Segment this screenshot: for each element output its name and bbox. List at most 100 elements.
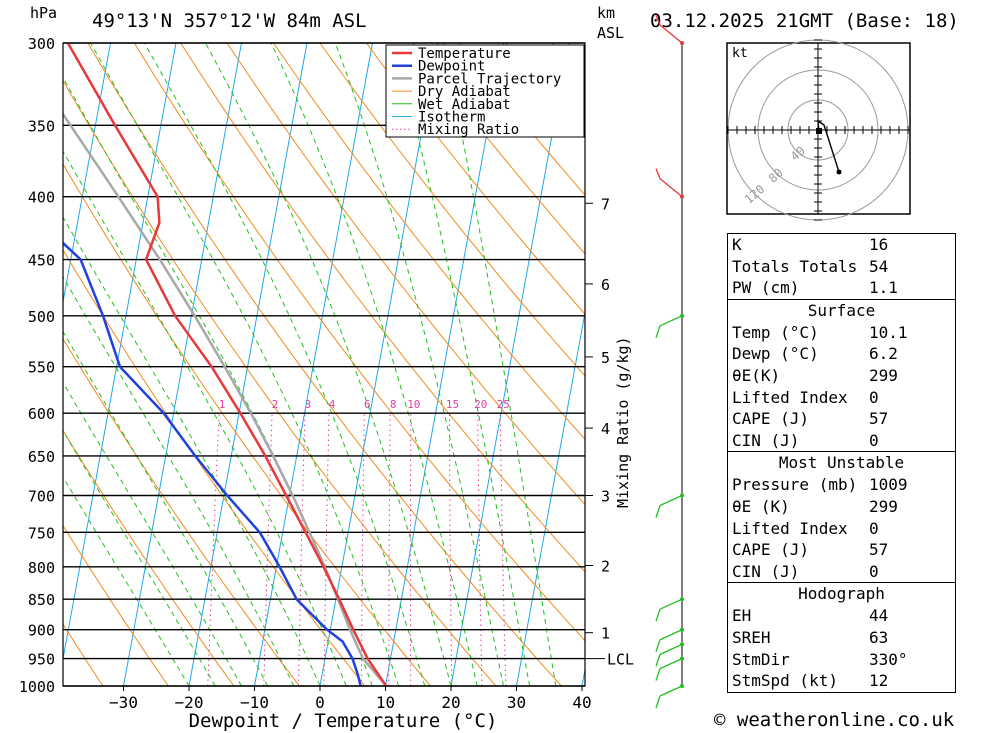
temperature-tick-label: −30 [109,693,138,712]
pressure-tick-label: 350 [28,117,55,135]
temperature-tick-label: 10 [376,693,395,712]
wet-adiabat-line [270,43,478,686]
wind-barb-shaft [659,494,683,507]
hodograph-trace [817,119,840,173]
wet-adiabat-line [63,381,242,686]
index-value: 1.1 [869,278,898,298]
pressure-tick-label: 300 [28,35,55,53]
height-unit-asl: ASL [597,24,625,42]
wind-barb-flag [655,608,661,622]
legend-entry: Temperature [418,46,511,62]
mixing-ratio-label: 1 [219,398,226,411]
wet-adiabat-line [443,43,557,686]
surface-title: Surface [807,300,876,320]
index-value: 0 [869,430,879,450]
mixing-ratio-label: 20 [474,398,487,411]
index-label: StmSpd (kt) [732,671,838,691]
index-row: SREH 63 [728,627,955,649]
index-label: Dewp (°C) [732,344,819,364]
dry-adiabat-line [319,43,585,377]
index-label: StmDir [732,649,790,669]
dry-adiabat-line [226,43,585,506]
index-row: Lifted Index 0 [728,387,955,409]
index-label: EH [732,606,752,626]
pressure-tick-label: 800 [28,559,55,577]
pressure-tick-label: 750 [28,524,55,542]
index-label: θE (K) [732,496,790,516]
dry-adiabat-line [365,43,585,315]
index-label: Lifted Index [732,387,848,407]
hodograph-title: Hodograph [798,584,885,604]
legend-entry: Dewpoint [418,59,485,75]
index-row: CIN (J) 0 [728,561,955,583]
pressure-lines: 300 350 400 450 500 550 600 650 700 750 800 850 900 9… [19,35,585,696]
general-indices: K 16 Totals Totals 54 PW (cm) 1.1 [727,233,956,300]
hodograph-unit: kt [732,46,748,61]
legend-entry: Isotherm [418,110,485,126]
isotherm-line [450,43,570,686]
wind-barb-shaft [659,24,683,44]
index-row: Pressure (mb) 1009 [728,474,955,496]
hodograph-end-dot [836,169,842,175]
isotherm-line [63,43,111,305]
index-row: StmSpd (kt) 12 [728,670,955,692]
index-row: PW (cm) 1.1 [728,277,955,299]
wet-adiabat-line [392,43,531,686]
wind-barb-flag [655,325,661,339]
wet-adiabat-line [63,216,321,686]
height-km-label: 3 [601,488,610,506]
mixing-ratio-line [298,413,306,686]
index-label: Temp (°C) [732,322,819,342]
dewpoint-line [63,241,362,686]
pressure-tick-label: 400 [28,189,55,207]
wind-barbs [655,14,684,709]
legend-box [385,44,585,138]
pressure-tick-label: 850 [28,591,55,609]
index-label: CAPE (J) [732,540,810,560]
temperature-line [66,43,388,686]
axes: −30 −20 −10 0 10 20 30 40 Dewpoint / Temperature… [109,195,634,732]
credit-text: © weatheronline.co.uk [714,709,955,731]
mixing-ratio-axis-label: Mixing Ratio (g/kg) [614,336,632,508]
isotherms [63,43,585,686]
index-label: Pressure (mb) [732,475,858,495]
mixing-ratio-label: 10 [407,398,420,411]
index-label: θE(K) [732,365,781,385]
wind-barb-flag [655,505,661,518]
pressure-tick-label: 1000 [19,678,55,696]
index-value: 12 [869,671,889,691]
pressure-tick-label: 900 [28,622,55,640]
index-label: Totals Totals [732,256,858,276]
height-km-label: 5 [601,349,610,367]
wind-barb-flag [655,168,661,179]
index-value: 10.1 [869,322,908,342]
index-row: Lifted Index 0 [728,518,955,540]
wind-barb-shaft [659,658,683,670]
index-row: K 16 [728,234,955,256]
wet-adiabat-line [63,429,216,686]
legend-entry: Wet Adiabat [418,97,511,113]
temperature-tick-label: −10 [240,693,269,712]
wind-barb-shaft [659,629,683,641]
mixing-ratio-line [388,413,391,686]
mixing-ratio-label: 25 [497,398,510,411]
mixing-ratio-label: 4 [329,398,336,411]
height-km-label: 4 [601,420,610,438]
index-row: CAPE (J) 57 [728,408,955,430]
wind-barb-shaft [659,178,683,198]
isotherm-line [254,43,373,686]
index-row: EH 44 [728,605,955,627]
wet-adiabat-line [63,150,347,686]
index-row: CIN (J) 0 [728,430,955,452]
pressure-tick-label: 700 [28,488,55,506]
height-unit-km: km [597,4,616,22]
pressure-tick-label: 600 [28,405,55,423]
wet-adiabat-line [63,76,373,686]
wind-barb-flag [655,14,661,26]
temperature-tick-label: 20 [441,693,460,712]
indices-panel: K 16 Totals Totals 54 PW (cm) 1.1 Surface Tem… [727,233,956,693]
height-km-label: 1 [601,625,610,643]
